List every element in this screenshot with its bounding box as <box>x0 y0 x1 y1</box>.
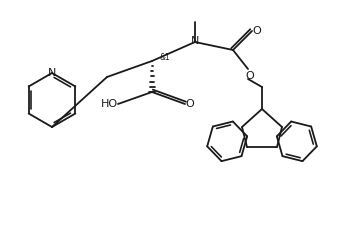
Text: N: N <box>191 36 199 46</box>
Text: O: O <box>246 71 255 81</box>
Text: N: N <box>48 68 56 78</box>
Text: HO: HO <box>101 99 117 109</box>
Text: &1: &1 <box>160 53 171 62</box>
Text: O: O <box>186 99 194 109</box>
Text: O: O <box>253 26 261 36</box>
